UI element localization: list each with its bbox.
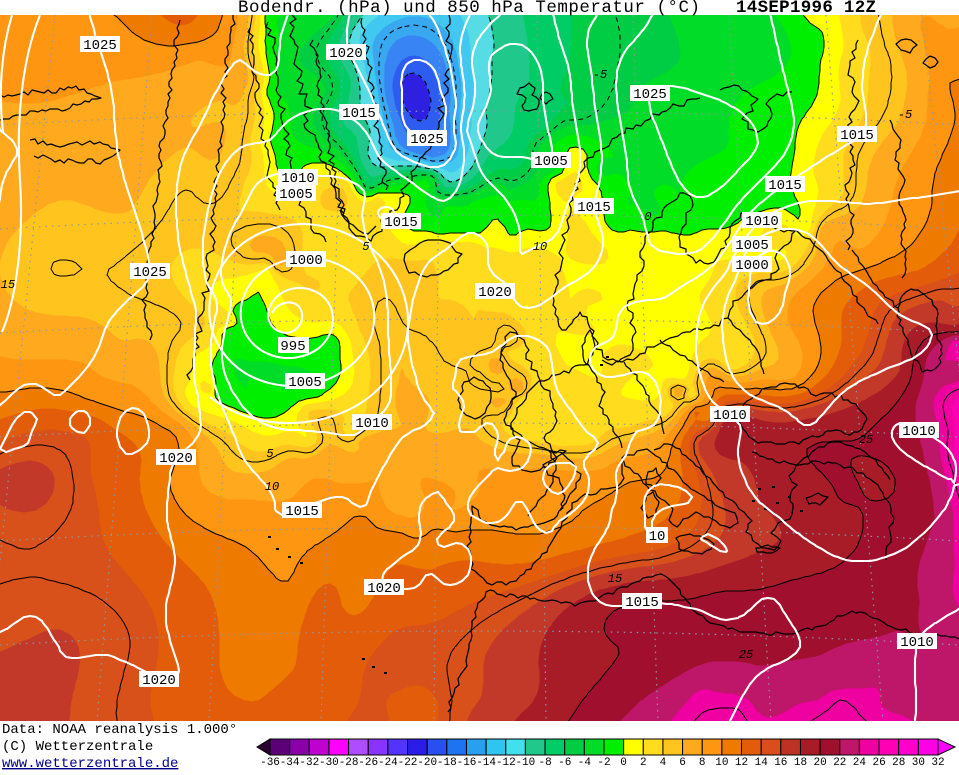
svg-text:1005: 1005: [279, 187, 313, 203]
svg-text:1020: 1020: [367, 581, 401, 597]
svg-text:28: 28: [892, 757, 905, 769]
svg-text:-12: -12: [496, 757, 516, 769]
svg-text:1020: 1020: [478, 285, 512, 301]
svg-text:10: 10: [533, 240, 547, 254]
svg-text:-16: -16: [457, 757, 477, 769]
svg-text:-6: -6: [558, 757, 571, 769]
svg-text:1025: 1025: [83, 38, 117, 54]
svg-text:-24: -24: [378, 757, 398, 769]
svg-text:20: 20: [813, 757, 826, 769]
svg-text:-36: -36: [260, 757, 280, 769]
svg-text:4: 4: [660, 757, 667, 769]
svg-text:10: 10: [649, 529, 666, 545]
svg-text:2: 2: [640, 757, 647, 769]
svg-text:1015: 1015: [840, 128, 874, 144]
svg-text:-4: -4: [578, 757, 592, 769]
svg-text:5: 5: [362, 240, 369, 254]
svg-text:(C) Wetterzentrale: (C) Wetterzentrale: [2, 739, 153, 755]
svg-text:15: 15: [1, 278, 15, 292]
svg-text:1010: 1010: [281, 171, 315, 187]
svg-text:1015: 1015: [625, 595, 659, 611]
svg-text:1015: 1015: [577, 200, 611, 216]
svg-text:-34: -34: [280, 757, 300, 769]
svg-text:10: 10: [715, 757, 728, 769]
svg-text:24: 24: [853, 757, 867, 769]
svg-text:1020: 1020: [142, 673, 176, 689]
svg-text:1015: 1015: [768, 178, 802, 194]
svg-text:1020: 1020: [159, 451, 193, 467]
svg-text:10: 10: [265, 480, 279, 494]
svg-text:22: 22: [833, 757, 846, 769]
svg-text:-10: -10: [515, 757, 535, 769]
svg-text:25: 25: [859, 433, 873, 447]
svg-text:16: 16: [774, 757, 787, 769]
svg-text:-32: -32: [299, 757, 319, 769]
svg-text:-18: -18: [437, 757, 457, 769]
svg-text:1025: 1025: [633, 87, 667, 103]
svg-text:www.wetterzentrale.de: www.wetterzentrale.de: [2, 756, 178, 770]
svg-text:-8: -8: [538, 757, 551, 769]
svg-text:1010: 1010: [902, 424, 936, 440]
svg-text:1025: 1025: [133, 265, 167, 281]
svg-text:0: 0: [620, 757, 627, 769]
svg-text:26: 26: [872, 757, 885, 769]
svg-text:30: 30: [912, 757, 925, 769]
svg-text:1020: 1020: [329, 46, 363, 62]
svg-text:1015: 1015: [384, 215, 418, 231]
svg-text:1000: 1000: [735, 258, 769, 274]
svg-text:-14: -14: [476, 757, 496, 769]
svg-text:-5: -5: [898, 108, 912, 122]
svg-text:-28: -28: [339, 757, 359, 769]
svg-text:1010: 1010: [745, 214, 779, 230]
svg-text:8: 8: [699, 757, 706, 769]
svg-text:14SEP1996 12Z: 14SEP1996 12Z: [736, 0, 876, 18]
svg-text:1005: 1005: [735, 238, 769, 254]
svg-text:1025: 1025: [410, 132, 444, 148]
svg-text:5: 5: [266, 447, 273, 461]
svg-text:-26: -26: [358, 757, 378, 769]
svg-text:15: 15: [608, 572, 622, 586]
svg-text:Bodendr. (hPa) und 850 hPa Tem: Bodendr. (hPa) und 850 hPa Temperatur (°…: [238, 0, 700, 18]
svg-text:32: 32: [931, 757, 944, 769]
svg-text:18: 18: [794, 757, 807, 769]
svg-text:1005: 1005: [534, 154, 568, 170]
svg-text:-2: -2: [597, 757, 610, 769]
svg-text:1010: 1010: [355, 416, 389, 432]
svg-text:25: 25: [739, 648, 753, 662]
svg-text:-5: -5: [593, 68, 607, 82]
svg-text:1010: 1010: [900, 635, 934, 651]
svg-text:-20: -20: [417, 757, 437, 769]
svg-text:Data: NOAA reanalysis 1.000°: Data: NOAA reanalysis 1.000°: [2, 722, 237, 738]
svg-text:1000: 1000: [289, 253, 323, 269]
svg-text:-22: -22: [398, 757, 418, 769]
svg-text:12: 12: [735, 757, 748, 769]
svg-text:6: 6: [679, 757, 686, 769]
svg-text:995: 995: [280, 339, 305, 355]
svg-text:1010: 1010: [713, 408, 747, 424]
svg-text:14: 14: [755, 757, 769, 769]
svg-text:1005: 1005: [288, 375, 322, 391]
svg-text:-30: -30: [319, 757, 339, 769]
svg-text:1015: 1015: [285, 504, 319, 520]
svg-text:0: 0: [644, 210, 651, 224]
svg-text:1015: 1015: [342, 106, 376, 122]
